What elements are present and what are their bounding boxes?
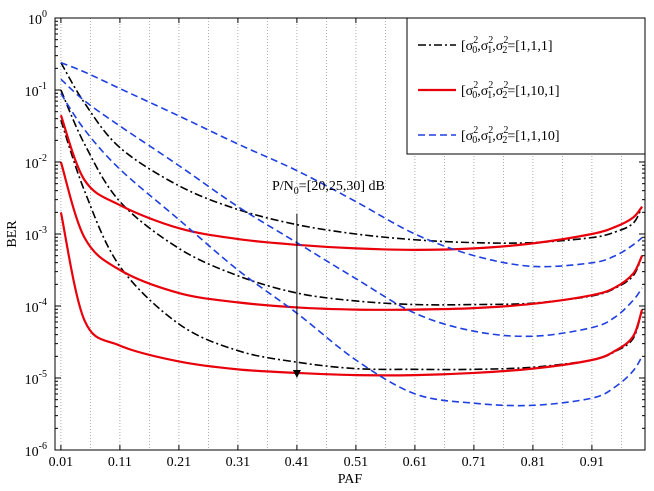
legend-label: [σ20,σ21,σ22=[1,1,10]: [461, 125, 560, 146]
x-tick-label: 0.01: [49, 455, 74, 470]
x-tick-label: 0.11: [108, 455, 132, 470]
y-tick-label: 10-6: [25, 441, 47, 460]
x-tick-label: 0.41: [285, 455, 310, 470]
snr-annotation-label: P/N0=[20,25,30] dB: [272, 179, 385, 197]
ber-chart: P/N0=[20,25,30] dB 0.01 0.11 0.21 0.31 0.41 0…: [0, 0, 654, 491]
x-tick-label: 0.71: [462, 455, 487, 470]
x-tick-label: 0.31: [226, 455, 251, 470]
x-tick-label: 0.51: [344, 455, 369, 470]
y-tick-label: 10-1: [25, 81, 47, 100]
legend-label: [σ20,σ21,σ22=[1,1,1]: [461, 35, 553, 56]
y-tick-label: 100: [28, 9, 47, 28]
legend: [σ20,σ21,σ22=[1,1,1] [σ20,σ21,σ22=[1,10,1…: [407, 18, 645, 154]
x-tick-label: 0.21: [167, 455, 192, 470]
y-tick-label: 10-5: [25, 369, 47, 388]
y-tick-label: 10-2: [25, 153, 47, 172]
series-line: [61, 120, 642, 369]
annotation: P/N0=[20,25,30] dB: [272, 179, 385, 378]
y-tick-label: 10-3: [25, 225, 47, 244]
x-tick-label: 0.91: [580, 455, 605, 470]
legend-label: [σ20,σ21,σ22=[1,10,1]: [461, 80, 560, 101]
series-line: [61, 212, 642, 375]
x-tick-label: 0.61: [403, 455, 428, 470]
y-axis-label: BER: [5, 220, 20, 248]
y-tick-label: 10-4: [25, 297, 47, 316]
x-tick-label: 0.81: [521, 455, 546, 470]
x-axis-label: PAF: [338, 472, 363, 487]
